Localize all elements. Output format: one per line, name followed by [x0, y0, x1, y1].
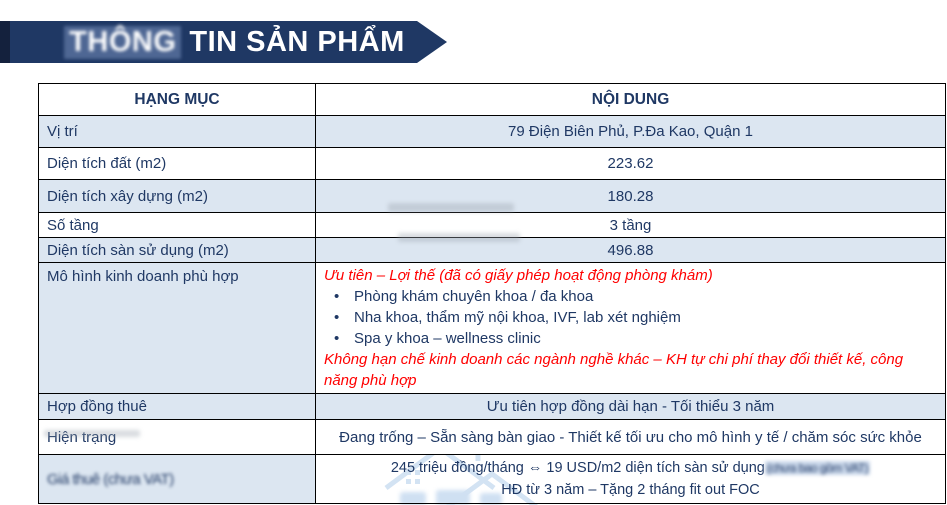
- page-title-banner: THÔNG TIN SẢN PHẨM: [0, 21, 447, 63]
- business-model-item: Spa y khoa – wellness clinic: [324, 328, 937, 349]
- table-row-land-area: Diện tích đất (m2) 223.62: [38, 147, 946, 180]
- row-value: 496.88: [315, 237, 946, 263]
- garbled-text: (chưa bao gồm VAT): [764, 461, 871, 475]
- business-model-item: Phòng khám chuyên khoa / đa khoa: [324, 286, 937, 307]
- row-label-garbled: Giá thuê (chưa VAT): [38, 454, 316, 504]
- rental-price-line2: HĐ từ 3 năm – Tặng 2 tháng fit out FOC: [501, 482, 760, 498]
- row-label: Số tầng: [38, 212, 316, 238]
- column-header-category: HẠNG MỤC: [38, 83, 316, 116]
- business-model-outro: Không hạn chế kinh doanh các ngành nghề …: [324, 351, 904, 389]
- rental-price-line1: 245 triệu đồng/tháng ⇔ 19 USD/m2 diện tí…: [390, 460, 765, 476]
- row-label: Diện tích xây dựng (m2): [38, 179, 316, 213]
- row-value: Đang trống – Sẵn sàng bàn giao - Thiết k…: [315, 419, 946, 455]
- row-label: Mô hình kinh doanh phù hợp: [38, 262, 316, 394]
- table-row-location: Vị trí 79 Điện Biên Phủ, P.Đa Kao, Quận …: [38, 115, 946, 148]
- row-label: Vị trí: [38, 115, 316, 148]
- row-label: Hợp đồng thuê: [38, 393, 316, 420]
- row-value: 79 Điện Biên Phủ, P.Đa Kao, Quận 1: [315, 115, 946, 148]
- business-model-list: Phòng khám chuyên khoa / đa khoa Nha kho…: [324, 286, 937, 349]
- product-info-table: HẠNG MỤC NỘI DUNG Vị trí 79 Điện Biên Ph…: [38, 83, 946, 504]
- row-label: Hiện trạng: [38, 419, 316, 455]
- business-model-intro: Ưu tiên – Lợi thế (đã có giấy phép hoạt …: [324, 267, 713, 284]
- table-row-floors: Số tầng 3 tầng: [38, 212, 946, 238]
- table-row-usable-floor-area: Diện tích sàn sử dụng (m2) 496.88: [38, 237, 946, 263]
- banner-left-edge: [0, 21, 10, 63]
- table-row-current-status: Hiện trạng Đang trống – Sẵn sàng bàn gia…: [38, 419, 946, 455]
- row-value: 3 tầng: [315, 212, 946, 238]
- row-value: 180.28: [315, 179, 946, 213]
- page-title: TIN SẢN PHẨM: [189, 25, 405, 58]
- table-row-rental-price: Giá thuê (chưa VAT) 245 triệu đồng/tháng…: [38, 454, 946, 504]
- garbled-text: Giá thuê (chưa VAT): [47, 470, 174, 488]
- table-row-construction-area: Diện tích xây dựng (m2) 180.28: [38, 179, 946, 213]
- table-row-business-model: Mô hình kinh doanh phù hợp Ưu tiên – Lợi…: [38, 262, 946, 394]
- table-header-row: HẠNG MỤC NỘI DUNG: [38, 83, 946, 116]
- row-label: Diện tích đất (m2): [38, 147, 316, 180]
- page-title-scrambled-word: THÔNG: [64, 26, 181, 59]
- row-value: 223.62: [315, 147, 946, 180]
- column-header-content: NỘI DUNG: [315, 83, 946, 116]
- business-model-item: Nha khoa, thẩm mỹ nội khoa, IVF, lab xét…: [324, 307, 937, 328]
- row-value-rental-price: 245 triệu đồng/tháng ⇔ 19 USD/m2 diện tí…: [315, 454, 946, 504]
- row-value: Ưu tiên hợp đồng dài hạn - Tối thiểu 3 n…: [315, 393, 946, 420]
- row-value-business-model: Ưu tiên – Lợi thế (đã có giấy phép hoạt …: [315, 262, 946, 394]
- row-label: Diện tích sàn sử dụng (m2): [38, 237, 316, 263]
- table-row-lease-contract: Hợp đồng thuê Ưu tiên hợp đồng dài hạn -…: [38, 393, 946, 420]
